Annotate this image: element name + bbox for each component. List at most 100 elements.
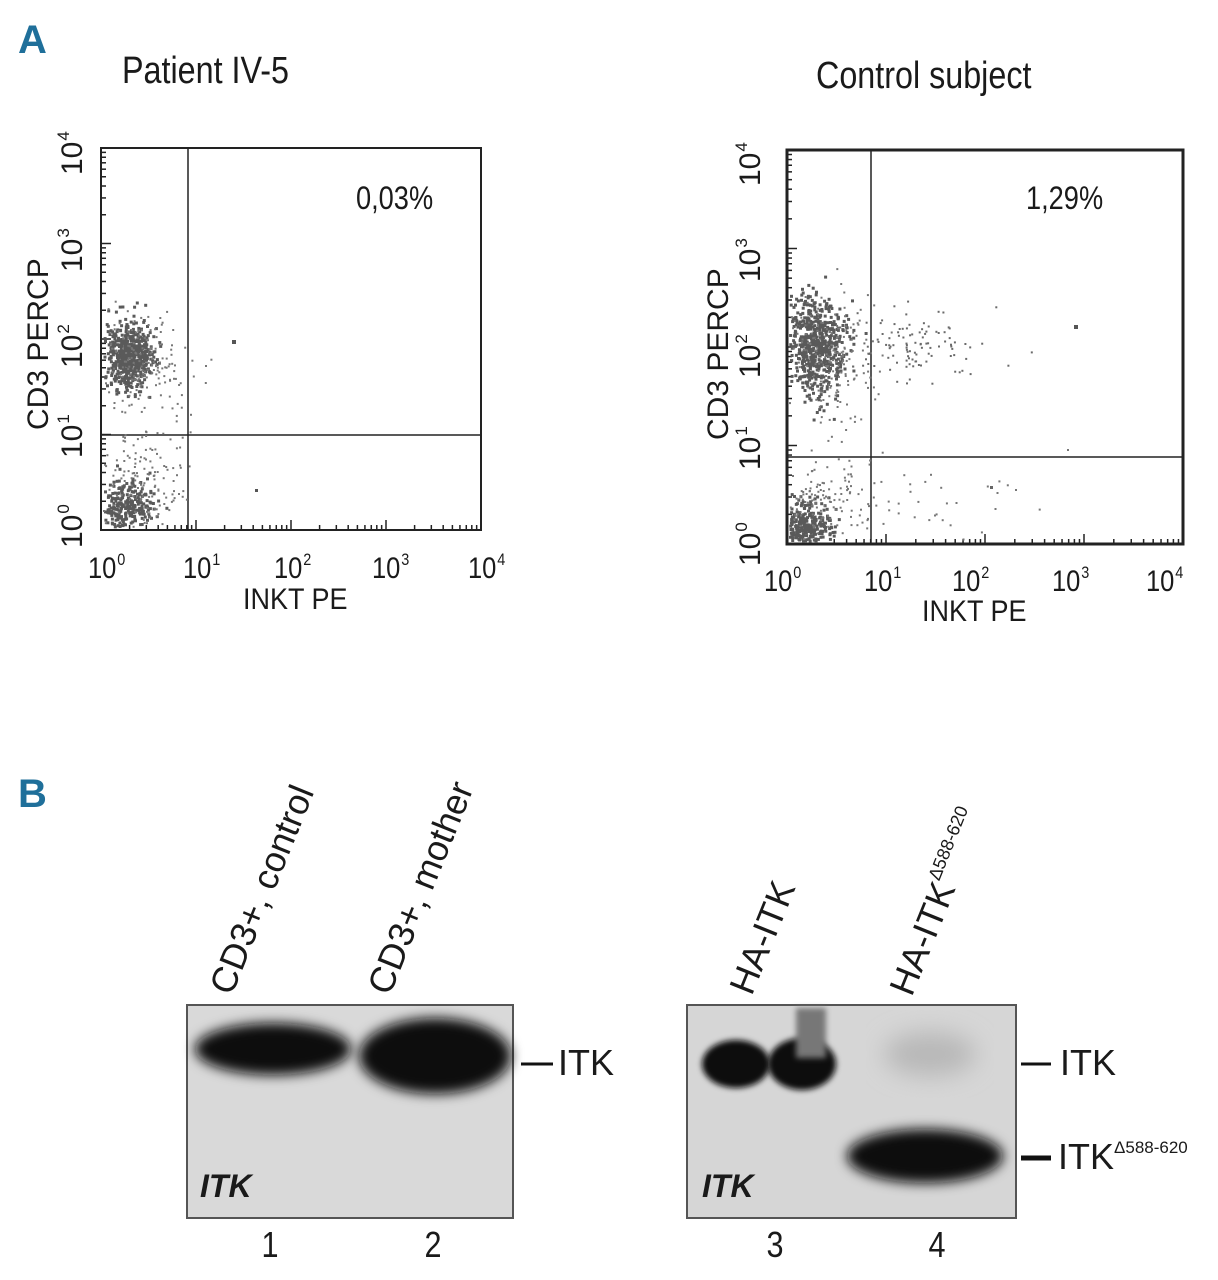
event-dot — [794, 303, 797, 307]
event-dot — [920, 346, 923, 349]
event-dot — [823, 339, 827, 343]
event-dot — [119, 498, 123, 502]
event-dot — [140, 516, 144, 520]
event-dot — [825, 385, 829, 389]
event-dot — [796, 311, 800, 315]
event-dot — [822, 336, 825, 339]
event-dot — [839, 365, 842, 369]
event-dot — [805, 523, 809, 527]
event-dot — [850, 524, 853, 527]
event-dot — [838, 384, 841, 387]
event-dot — [790, 379, 794, 383]
event-dot — [114, 362, 118, 366]
event-dot — [802, 539, 805, 543]
event-dot — [814, 355, 818, 359]
event-dot — [157, 513, 160, 515]
event-dot — [810, 314, 814, 318]
event-dot — [854, 415, 857, 418]
event-dot — [840, 510, 843, 513]
event-dot — [789, 528, 793, 531]
event-dot — [819, 335, 823, 339]
event-dot — [814, 501, 817, 504]
event-dot — [121, 305, 125, 309]
event-dot — [165, 466, 168, 468]
event-dot — [827, 515, 830, 518]
event-dot — [118, 322, 121, 325]
event-dot — [163, 503, 166, 505]
event-dot — [807, 386, 810, 389]
plot2-ytick-1: 101 — [732, 426, 767, 470]
event-dot — [161, 343, 163, 346]
event-dot — [818, 354, 821, 357]
plot1-scatter-events — [103, 300, 258, 529]
event-dot — [127, 384, 131, 388]
event-dot — [820, 309, 824, 313]
event-dot — [116, 503, 120, 507]
event-dot — [852, 328, 856, 332]
event-dot — [106, 370, 110, 374]
event-dot — [135, 378, 138, 381]
event-dot — [849, 349, 853, 353]
event-dot — [830, 332, 833, 335]
event-dot — [137, 397, 140, 400]
event-dot — [804, 346, 808, 350]
event-dot — [135, 369, 138, 372]
event-dot — [790, 316, 793, 319]
event-dot — [167, 365, 170, 368]
event-dot — [838, 498, 841, 501]
event-dot — [837, 364, 840, 367]
event-dot — [135, 344, 139, 348]
event-dot — [796, 531, 800, 535]
event-dot — [907, 355, 910, 358]
lane-number-1: 1 — [261, 1224, 279, 1265]
event-dot — [867, 370, 870, 373]
event-dot — [146, 477, 149, 481]
event-dot — [823, 358, 827, 362]
plot1-ytick-3: 103 — [54, 228, 89, 272]
event-dot — [824, 345, 828, 349]
event-dot — [815, 350, 818, 353]
plot2-ytick-3: 103 — [732, 238, 767, 282]
event-dot — [795, 502, 799, 506]
event-dot — [795, 508, 798, 511]
event-dot — [847, 317, 851, 321]
event-dot — [133, 510, 136, 513]
event-dot — [800, 293, 804, 297]
panel-letter-b: B — [18, 772, 47, 816]
event-dot — [113, 402, 116, 404]
event-dot — [124, 328, 128, 332]
event-dot — [832, 370, 835, 373]
event-dot — [205, 365, 207, 367]
event-dot — [801, 385, 805, 389]
event-dot — [827, 372, 830, 374]
event-dot — [823, 505, 826, 508]
event-dot — [136, 347, 140, 350]
event-dot — [817, 358, 821, 362]
event-dot — [159, 361, 161, 364]
event-dot — [876, 338, 879, 341]
event-dot — [805, 316, 809, 320]
event-dot — [814, 540, 818, 544]
event-dot — [131, 484, 134, 487]
event-dot — [845, 329, 848, 332]
event-dot — [118, 521, 122, 525]
event-dot — [797, 512, 801, 516]
event-dot — [811, 387, 814, 391]
event-dot — [140, 507, 144, 511]
event-dot — [121, 375, 124, 378]
event-dot — [128, 404, 131, 407]
event-dot — [815, 313, 819, 317]
event-dot — [888, 347, 891, 350]
event-dot — [189, 431, 192, 434]
event-dot — [813, 327, 816, 331]
event-dot — [130, 485, 134, 489]
event-dot — [146, 325, 149, 328]
event-dot — [136, 353, 140, 357]
event-dot — [127, 343, 131, 347]
event-dot — [116, 515, 120, 519]
event-dot — [118, 366, 122, 370]
event-dot — [832, 349, 835, 352]
event-dot — [184, 346, 187, 349]
event-dot — [813, 529, 816, 533]
